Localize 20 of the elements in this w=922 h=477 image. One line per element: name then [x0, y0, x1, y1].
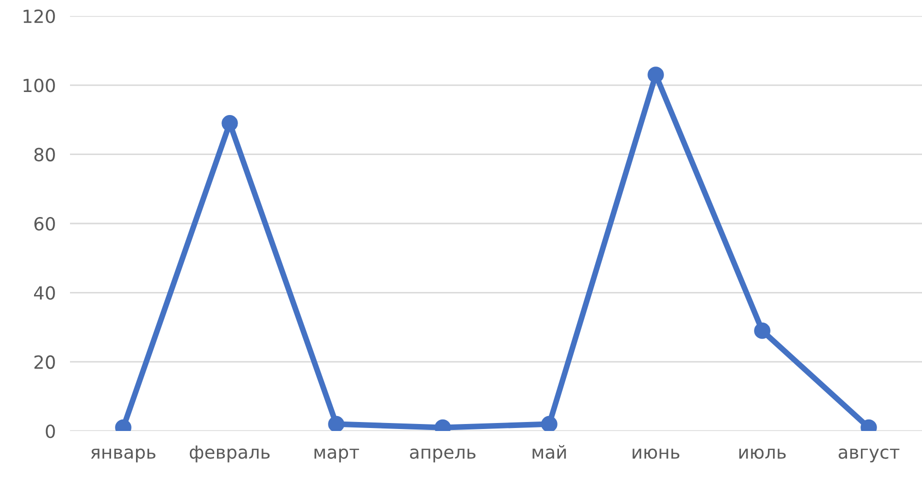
y-tick-label: 0: [46, 424, 55, 438]
x-tick-label: январь: [91, 448, 156, 462]
point: [328, 416, 344, 431]
point: [648, 66, 664, 83]
y-tick-label: 20: [34, 355, 55, 369]
point: [754, 322, 770, 339]
x-tick-label: февраль: [190, 445, 270, 462]
y-tick-label: 40: [34, 286, 55, 300]
x-tick-label: август: [838, 448, 900, 462]
x-tick-label: март: [314, 448, 360, 462]
x-tick-label: июнь: [632, 448, 680, 459]
x-tick-label: май: [532, 444, 566, 459]
point: [222, 115, 238, 132]
y-tick-label: 80: [34, 148, 55, 162]
x-tick-label: июль: [739, 448, 786, 459]
y-tick-label: 60: [34, 216, 55, 231]
y-tick-label: 120: [24, 9, 55, 24]
x-tick-label: апрель: [410, 448, 476, 462]
y-tick-label: 100: [24, 78, 55, 92]
point: [541, 416, 558, 431]
